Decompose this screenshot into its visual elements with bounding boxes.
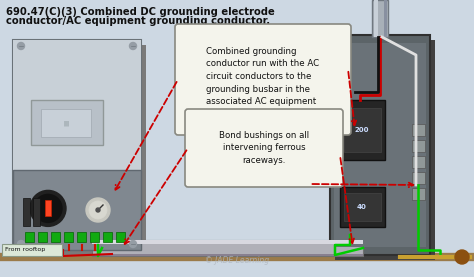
Bar — [334, 43, 426, 247]
Bar — [92, 240, 363, 244]
Bar — [116, 232, 125, 242]
FancyBboxPatch shape — [175, 24, 351, 135]
Bar — [344, 108, 381, 152]
Bar — [38, 232, 47, 242]
Bar — [92, 240, 363, 256]
Bar — [412, 140, 425, 152]
Text: © JADE Learning: © JADE Learning — [205, 256, 269, 265]
Bar — [13, 40, 141, 170]
Circle shape — [18, 42, 25, 50]
Circle shape — [30, 190, 66, 226]
Text: Combined grounding
conductor run with the AC
circuit conductors to the
grounding: Combined grounding conductor run with th… — [207, 47, 319, 106]
Bar — [412, 172, 425, 184]
Bar — [77, 232, 86, 242]
Text: 40: 40 — [357, 204, 367, 210]
Circle shape — [18, 240, 25, 248]
Text: 200: 200 — [355, 127, 369, 133]
Circle shape — [86, 198, 110, 222]
Bar — [384, 0, 387, 37]
Bar — [340, 100, 385, 160]
Bar — [25, 232, 34, 242]
Bar — [13, 40, 141, 250]
Bar — [23, 198, 30, 226]
Circle shape — [96, 208, 100, 212]
Bar — [51, 232, 60, 242]
Bar — [41, 109, 91, 137]
Circle shape — [34, 194, 62, 222]
Bar — [45, 200, 51, 216]
Bar — [335, 40, 435, 260]
Bar — [18, 45, 146, 255]
Bar — [64, 232, 73, 242]
Bar — [340, 187, 385, 227]
Bar — [103, 232, 112, 242]
Bar — [412, 124, 425, 136]
Circle shape — [89, 201, 107, 219]
Text: 690.47(C)(3) Combined DC grounding electrode: 690.47(C)(3) Combined DC grounding elect… — [6, 7, 275, 17]
Bar — [412, 188, 425, 200]
Circle shape — [129, 240, 137, 248]
Bar — [412, 156, 425, 168]
FancyBboxPatch shape — [185, 109, 343, 187]
Bar — [374, 0, 378, 37]
Bar — [330, 35, 430, 255]
Text: From rooftop: From rooftop — [5, 248, 45, 253]
Text: Bond bushings on all
intervening ferrous
raceways.: Bond bushings on all intervening ferrous… — [219, 131, 309, 165]
Circle shape — [129, 42, 137, 50]
Bar — [92, 254, 363, 256]
Bar — [13, 170, 141, 250]
Bar — [31, 100, 103, 145]
Text: conductor/AC equipment grounding conductor.: conductor/AC equipment grounding conduct… — [6, 16, 270, 26]
Bar — [90, 232, 99, 242]
Bar — [33, 198, 40, 226]
Circle shape — [455, 250, 469, 264]
Bar — [372, 0, 388, 37]
Bar — [2, 244, 62, 256]
Bar — [344, 193, 381, 221]
Text: |||: ||| — [63, 120, 69, 126]
